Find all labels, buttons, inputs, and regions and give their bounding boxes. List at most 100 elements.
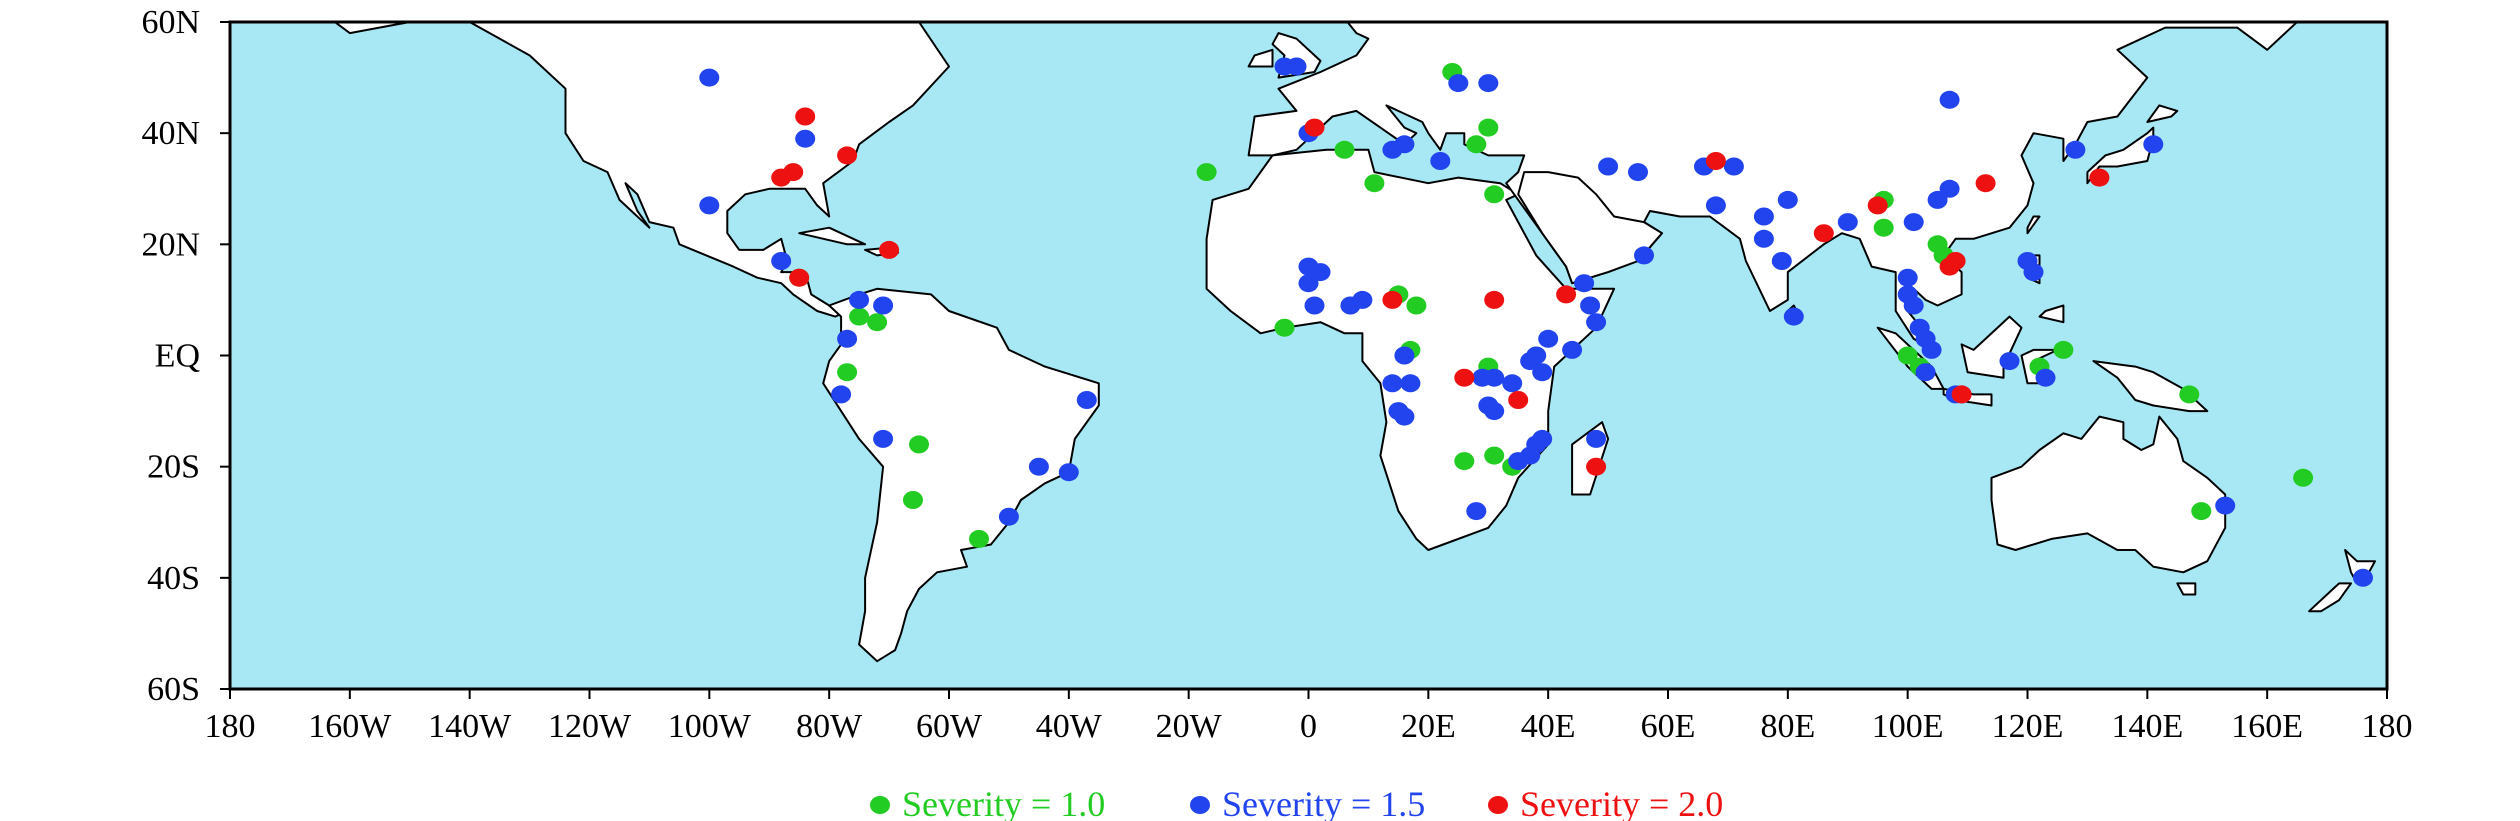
- y-tick-label: 60S: [147, 671, 200, 708]
- point-series-2: [1382, 374, 1403, 393]
- x-tick-label: 40W: [1036, 708, 1103, 745]
- point-series-2: [699, 196, 720, 215]
- y-tick-label: 40S: [147, 560, 200, 597]
- point-series-2: [1771, 252, 1792, 270]
- land-layer: [333, 0, 2376, 663]
- point-series-2: [1484, 402, 1505, 421]
- point-series-3: [1508, 391, 1529, 409]
- point-series-1: [1454, 452, 1475, 471]
- point-series-2: [1837, 213, 1858, 232]
- point-series-2: [1580, 296, 1601, 315]
- point-series-2: [1076, 391, 1097, 409]
- point-series-2: [771, 252, 792, 270]
- point-series-1: [1897, 346, 1918, 365]
- point-series-2: [1939, 90, 1960, 109]
- point-series-2: [1466, 502, 1487, 521]
- land-greenland: [1007, 22, 1053, 23]
- y-tick-label: 20N: [141, 226, 200, 263]
- land-mindanao: [2038, 304, 2065, 324]
- point-series-2: [1927, 190, 1948, 209]
- point-series-2: [1586, 313, 1607, 332]
- point-series-3: [1951, 385, 1972, 404]
- point-series-1: [903, 491, 923, 509]
- point-series-2: [2035, 368, 2056, 387]
- point-series-1: [1478, 118, 1499, 137]
- x-tick-label: 20E: [1401, 708, 1456, 745]
- y-tick-label: EQ: [155, 338, 200, 375]
- land-hokkaido: [2146, 104, 2179, 123]
- point-series-2: [1915, 363, 1936, 382]
- x-tick-label: 180: [2362, 708, 2413, 745]
- land-north-america: [333, 22, 950, 318]
- point-series-3: [783, 163, 804, 182]
- point-series-2: [1634, 246, 1654, 265]
- x-tick-label: 60W: [916, 708, 983, 745]
- x-tick-label: 100W: [668, 708, 752, 745]
- x-tick-label: 120E: [1992, 708, 2064, 745]
- x-tick-label: 160E: [2231, 708, 2303, 745]
- point-series-1: [1484, 446, 1505, 465]
- land-new-guinea: [2092, 360, 2209, 413]
- point-series-2: [1574, 274, 1595, 293]
- y-tick-label: 60N: [141, 4, 200, 41]
- point-series-2: [1310, 263, 1331, 282]
- point-series-2: [831, 385, 852, 404]
- point-series-2: [1430, 152, 1451, 170]
- point-series-2: [1586, 429, 1607, 448]
- x-tick-label: 80E: [1760, 708, 1815, 745]
- point-series-2: [849, 290, 870, 309]
- point-series-2: [1304, 296, 1325, 315]
- point-series-2: [1394, 346, 1415, 365]
- x-tick-label: 40E: [1521, 708, 1576, 745]
- point-series-2: [1394, 407, 1415, 426]
- x-tick-label: 100E: [1872, 708, 1944, 745]
- point-series-2: [1352, 290, 1373, 309]
- point-series-1: [2293, 468, 2314, 487]
- point-series-3: [1484, 290, 1505, 309]
- point-series-1: [1466, 135, 1487, 154]
- point-series-2: [2023, 263, 2044, 282]
- point-series-1: [1334, 140, 1355, 159]
- point-series-3: [879, 240, 900, 259]
- x-tick-label: 180: [205, 708, 256, 745]
- point-series-1: [849, 307, 870, 326]
- x-tick-label: 60E: [1641, 708, 1696, 745]
- point-series-2: [1484, 368, 1505, 387]
- points-layer: [699, 57, 2373, 587]
- legend-marker: [1190, 796, 1210, 814]
- point-series-2: [1058, 463, 1079, 482]
- y-tick-label: 20S: [147, 449, 200, 486]
- legend-label: Severity = 2.0: [1520, 784, 1723, 821]
- land-tasmania: [2176, 582, 2197, 596]
- point-series-2: [699, 68, 720, 87]
- point-series-2: [1562, 340, 1583, 359]
- point-series-3: [1586, 457, 1607, 476]
- point-series-2: [1783, 307, 1804, 326]
- point-series-3: [1867, 196, 1888, 215]
- point-series-1: [867, 313, 888, 332]
- point-series-2: [1628, 163, 1648, 182]
- point-series-1: [2053, 340, 2074, 359]
- point-series-2: [1448, 74, 1469, 93]
- legend-marker: [870, 796, 890, 814]
- point-series-2: [1394, 135, 1415, 154]
- point-series-2: [2353, 568, 2373, 587]
- land-arabia-fill: [1517, 171, 1663, 285]
- point-series-3: [837, 146, 858, 165]
- point-series-2: [1723, 157, 1744, 176]
- land-australia: [1990, 415, 2227, 574]
- point-series-2: [795, 129, 816, 148]
- point-series-2: [837, 329, 858, 348]
- point-series-1: [837, 363, 858, 382]
- x-tick-label: 80W: [796, 708, 863, 745]
- point-series-2: [2065, 140, 2086, 159]
- land-cuba: [798, 226, 867, 246]
- point-series-2: [2143, 135, 2164, 154]
- point-series-3: [1939, 257, 1960, 276]
- point-series-3: [1705, 152, 1726, 170]
- land-iceland: [1165, 0, 1225, 5]
- point-series-2: [1705, 196, 1726, 215]
- point-series-2: [1526, 346, 1547, 365]
- point-series-2: [1999, 352, 2020, 371]
